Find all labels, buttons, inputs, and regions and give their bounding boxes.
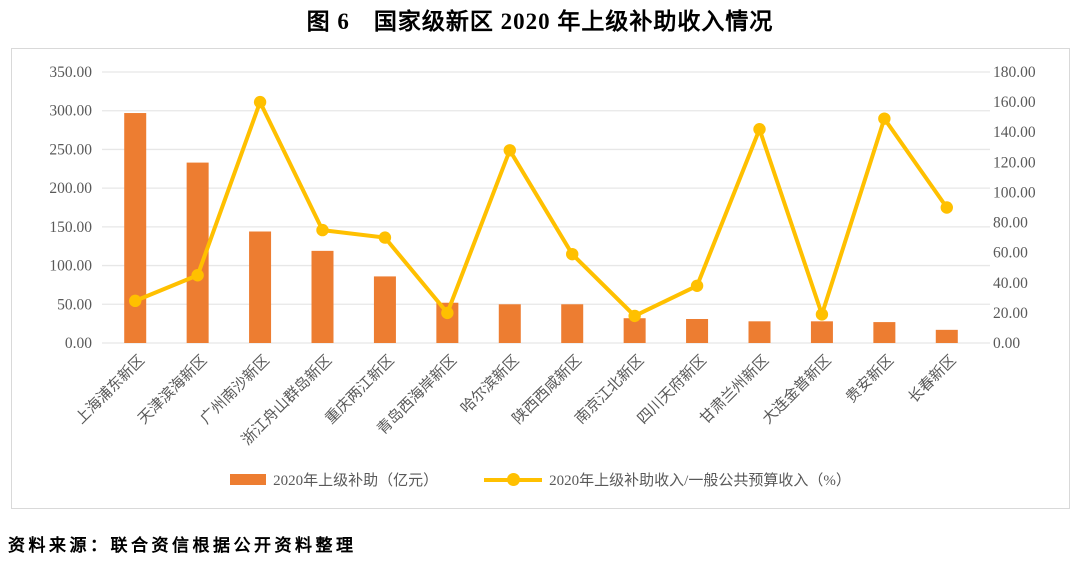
legend-item-line-series: 2020年上级补助收入/一般公共预算收入（%） <box>484 469 851 490</box>
line-point <box>878 112 891 125</box>
bar <box>561 304 584 343</box>
bar <box>373 276 396 343</box>
line-series-swatch-icon <box>484 473 543 486</box>
source-note: 资料来源：联合资信根据公开资料整理 <box>8 536 357 555</box>
line-series-label: 2020年上级补助收入/一般公共预算收入（%） <box>549 473 851 489</box>
line-point <box>441 306 454 320</box>
bar <box>686 318 709 343</box>
line-point <box>940 201 953 214</box>
bar <box>186 162 209 343</box>
bar <box>935 329 958 343</box>
bar-series-label: 2020年上级补助（亿元） <box>273 473 439 489</box>
line-point <box>316 223 329 237</box>
right-axis-tick-label: 160.00 <box>993 94 1036 111</box>
left-axis-tick-label: 150.00 <box>49 219 92 236</box>
bar-series-swatch-icon <box>230 474 267 485</box>
right-axis-tick-label: 120.00 <box>993 154 1036 171</box>
figure-title: 图 6 国家级新区 2020 年上级补助收入情况 <box>306 9 774 34</box>
line-point <box>815 308 829 321</box>
right-axis-tick-label: 0.00 <box>993 335 1020 352</box>
line-point <box>690 279 704 292</box>
right-axis-tick-label: 140.00 <box>993 124 1036 141</box>
combo-chart: 0.00 50.00 100.00 150.00 200.00 250.00 300.00 3… <box>49 64 1036 449</box>
category-label: 贵安新区 <box>843 352 897 406</box>
left-axis-tick-label: 100.00 <box>49 258 92 275</box>
right-axis-tick-label: 60.00 <box>993 245 1028 262</box>
right-axis-tick-label: 100.00 <box>993 184 1036 201</box>
line-point <box>378 231 392 244</box>
category-label: 长春新区 <box>905 352 959 406</box>
bar <box>311 250 334 343</box>
left-axis-tick-label: 350.00 <box>49 64 92 81</box>
right-axis-tick-label: 180.00 <box>993 64 1036 81</box>
bar <box>810 321 833 343</box>
line-point <box>129 294 142 308</box>
line-point <box>503 144 516 157</box>
bar <box>498 304 521 343</box>
line-point <box>566 247 579 261</box>
left-axis-tick-label: 200.00 <box>49 180 92 197</box>
bar <box>249 231 272 343</box>
bar <box>623 318 646 343</box>
right-axis-tick-label: 40.00 <box>993 275 1028 292</box>
category-label: 哈尔滨新区 <box>458 352 523 417</box>
line-point <box>191 269 204 282</box>
chart-legend: 2020年上级补助（亿元） 2020年上级补助收入/一般公共预算收入（%） <box>12 469 1069 490</box>
line-point <box>628 309 641 323</box>
left-axis-tick-label: 300.00 <box>49 103 92 120</box>
bar <box>748 321 771 343</box>
right-axis-tick-label: 20.00 <box>993 305 1028 322</box>
bar <box>873 322 896 343</box>
left-axis-tick-label: 250.00 <box>49 141 92 158</box>
line-series-swatch-dot <box>507 473 521 486</box>
right-axis-tick-label: 80.00 <box>993 215 1028 232</box>
legend-item-bar-series: 2020年上级补助（亿元） <box>230 469 438 490</box>
chart-area: 0.00 50.00 100.00 150.00 200.00 250.00 300.00 3… <box>11 48 1070 509</box>
left-axis-tick-label: 0.00 <box>65 335 92 352</box>
left-axis-tick-label: 50.00 <box>57 296 92 313</box>
bar <box>124 113 147 343</box>
line-point <box>253 95 267 109</box>
line-point <box>753 123 766 136</box>
line-series <box>133 100 949 318</box>
